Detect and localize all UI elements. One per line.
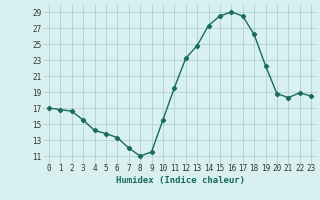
X-axis label: Humidex (Indice chaleur): Humidex (Indice chaleur) [116,176,244,185]
